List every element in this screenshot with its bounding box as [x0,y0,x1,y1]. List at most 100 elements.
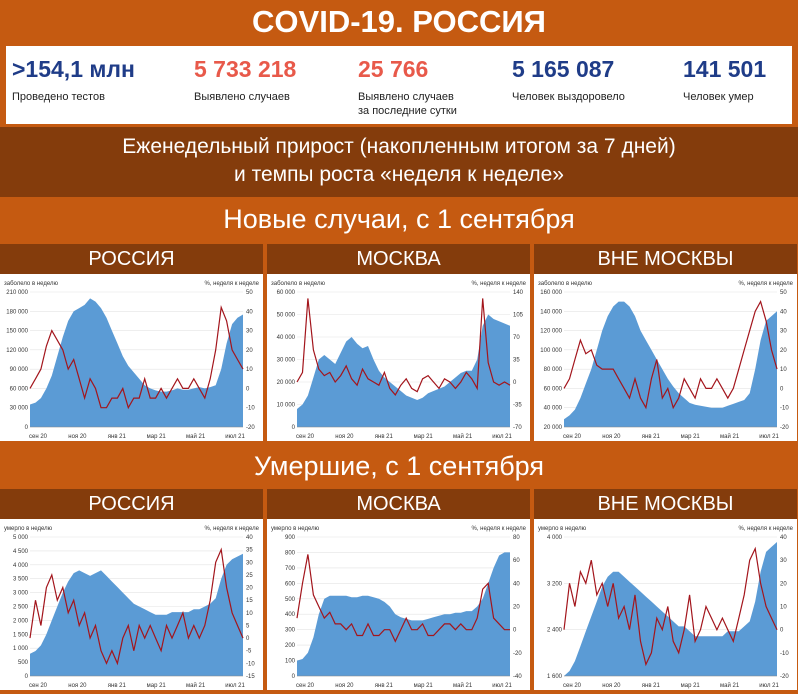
x-tick-label: июл 21 [759,434,779,440]
y-tick-label: 500 [285,597,296,603]
y2-tick-label: -15 [246,674,255,680]
y-tick-label: 100 [285,659,296,665]
x-tick-label: сен 20 [29,683,48,689]
y2-tick-label: -20 [246,425,255,431]
page-title: COVID-19. РОССИЯ [0,0,798,44]
panel-title: ВНЕ МОСКВЫ [534,489,797,519]
right-axis-label: %, неделя к неделе [204,526,259,532]
y-tick-label: 100 000 [540,348,562,354]
y-tick-label: 2 000 [13,618,29,624]
y2-tick-label: 70 [513,335,520,341]
stat-label: Выявлено случаев за последние сутки [358,91,457,117]
y2-tick-label: 20 [513,605,520,611]
y-tick-label: 80 000 [544,367,563,373]
y-tick-label: 900 [285,535,296,541]
stat-cases: 5 733 218 Выявлено случаев [194,54,296,104]
y2-tick-label: 20 [780,581,787,587]
y2-tick-label: -35 [513,403,522,409]
y2-tick-label: 10 [780,367,787,373]
y-tick-label: 4 500 [13,549,29,555]
y-tick-label: 0 [292,425,296,431]
y2-tick-label: 0 [780,628,784,634]
weekly-area [564,542,777,676]
y-tick-label: 2 400 [547,628,563,634]
y2-tick-label: -20 [780,425,789,431]
y-tick-label: 600 [285,581,296,587]
y-tick-label: 120 000 [540,329,562,335]
x-tick-label: сен 20 [563,434,582,440]
y-tick-label: 1 000 [13,646,29,652]
right-axis-label: %, неделя к неделе [738,281,793,287]
stat-deaths: 141 501 Человек умер [683,54,766,104]
right-axis-label: %, неделя к неделе [738,526,793,532]
x-tick-label: сен 20 [29,434,48,440]
y2-tick-label: 20 [780,348,787,354]
left-axis-label: заболело в неделю [4,281,58,287]
weekly-area [297,314,510,427]
stat-label: Проведено тестов [12,91,105,103]
y2-tick-label: 0 [246,386,250,392]
y-tick-label: 60 000 [277,290,296,296]
y2-tick-label: 0 [513,628,517,634]
y2-tick-label: -70 [513,425,522,431]
y2-tick-label: 0 [246,636,250,642]
x-tick-label: ноя 20 [602,683,621,689]
y-tick-label: 40 000 [277,335,296,341]
left-axis-label: умерло в неделю [538,526,587,532]
x-tick-label: янв 21 [108,683,127,689]
y2-tick-label: -10 [246,661,255,667]
y-tick-label: 30 000 [10,406,29,412]
x-tick-label: июл 21 [225,683,245,689]
y-tick-label: 30 000 [277,358,296,364]
y-tick-label: 300 [285,628,296,634]
y-tick-label: 180 000 [6,309,28,315]
right-axis-label: %, неделя к неделе [471,526,526,532]
stat-value: 141 501 [683,56,767,82]
growth-line [563,300,778,410]
x-tick-label: июл 21 [759,683,779,689]
y-tick-label: 10 000 [277,403,296,409]
y-tick-label: 5 000 [13,535,29,541]
x-tick-label: июл 21 [492,434,512,440]
y2-tick-label: -10 [780,651,789,657]
y-tick-label: 4 000 [547,535,563,541]
y2-tick-label: 30 [780,329,787,335]
y-tick-label: 60 000 [10,386,29,392]
y2-tick-label: 140 [513,290,524,296]
y2-tick-label: 20 [246,348,253,354]
y2-tick-label: 40 [246,309,253,315]
x-tick-label: мар 21 [414,434,434,440]
weekly-line-1: Еженедельный прирост (накопленным итогом… [122,135,676,158]
chart-deaths-russia: умерло в неделю %, неделя к неделе 0 500 1 0… [4,526,260,689]
y2-tick-label: -40 [513,674,522,680]
growth-line [296,554,510,643]
y-tick-label: 90 000 [10,367,29,373]
y-tick-label: 1 600 [547,674,563,680]
stat-cases-24h: 25 766 Выявлено случаев за последние сут… [358,54,457,118]
y-tick-label: 160 000 [540,290,562,296]
x-tick-label: май 21 [453,433,473,440]
chart-deaths-outside-moscow: умерло в неделю %, неделя к неделе 1 600 2 … [538,526,794,689]
chart-cases-outside-moscow: заболело в неделю %, неделя к неделе 20 00… [538,281,794,440]
x-tick-label: май 21 [453,682,473,689]
y-tick-label: 40 000 [544,406,563,412]
y2-tick-label: -10 [780,406,789,412]
chart-cases-moscow: заболело в неделю %, неделя к неделе 0 10 0… [271,281,527,440]
y2-tick-label: 5 [246,623,250,629]
panel-deaths-outside-moscow: ВНЕ МОСКВЫ умерло в неделю %, неделя к не… [534,489,797,690]
x-tick-label: сен 20 [296,434,315,440]
x-tick-label: янв 21 [375,683,394,689]
x-tick-label: июл 21 [492,683,512,689]
y-tick-label: 700 [285,566,296,572]
x-tick-label: мар 21 [147,683,167,689]
weekly-area [297,552,510,676]
section-deaths-title: Умершие, с 1 сентября [0,445,798,487]
panel-title: МОСКВА [267,244,530,274]
x-tick-label: мар 21 [681,683,701,689]
panel-deaths-moscow: МОСКВА умерло в неделю %, неделя к неделе… [267,489,530,690]
stat-label: Выявлено случаев [194,91,290,103]
y-tick-label: 150 000 [6,329,28,335]
y2-tick-label: 40 [513,581,520,587]
y2-tick-label: 35 [513,358,520,364]
y2-tick-label: 15 [246,598,253,604]
